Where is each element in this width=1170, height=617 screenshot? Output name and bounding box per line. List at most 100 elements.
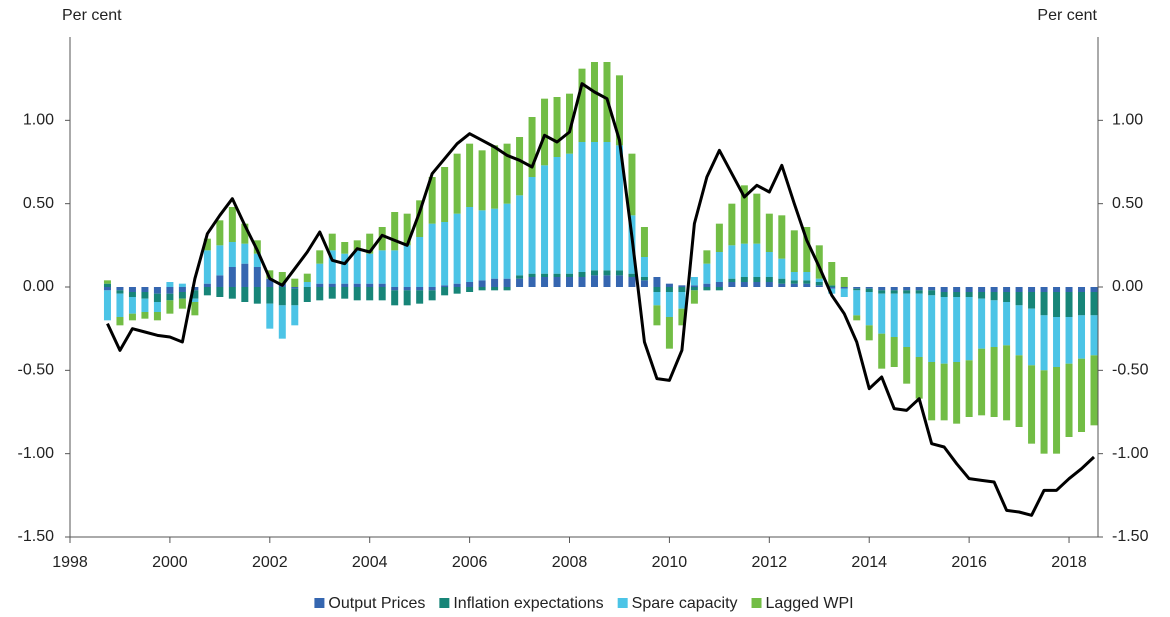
- bar-segment: [690, 277, 698, 286]
- bar-segment: [391, 212, 399, 251]
- bar-segment: [503, 278, 511, 287]
- bar-segment: [778, 215, 786, 259]
- bar-segment: [441, 287, 449, 296]
- bar-segment: [341, 253, 349, 284]
- bar-segment: [303, 282, 311, 287]
- bar-segment: [416, 287, 424, 291]
- bar-segment: [191, 298, 199, 302]
- x-tick-label: 2010: [652, 554, 688, 571]
- bar-segment: [553, 273, 561, 277]
- bar-segment: [665, 287, 673, 292]
- bar-segment: [278, 287, 286, 306]
- bar-segment: [328, 283, 336, 287]
- x-tick-label: 2012: [752, 554, 788, 571]
- bar-segment: [578, 68, 586, 142]
- bar-segment: [178, 287, 186, 292]
- bar-segment: [865, 288, 873, 292]
- y2-tick-label: 0.50: [1112, 195, 1143, 212]
- bar-segment: [303, 273, 311, 282]
- bar-segment: [166, 293, 174, 301]
- bar-segment: [216, 275, 224, 287]
- bar-segment: [178, 298, 186, 309]
- bar-segment: [753, 193, 761, 244]
- bar-segment: [1090, 315, 1098, 356]
- bar-segment: [378, 227, 386, 251]
- bar-segment: [253, 253, 261, 267]
- bar-segment: [1003, 302, 1011, 346]
- bar-segment: [828, 288, 836, 294]
- bar-segment: [228, 267, 236, 287]
- bar-segment: [740, 277, 748, 282]
- bar-segment: [890, 287, 898, 291]
- bar-segment: [678, 285, 686, 287]
- bar-segment: [865, 292, 873, 326]
- bar-segment: [640, 227, 648, 257]
- bar-segment: [566, 277, 574, 287]
- bar-segment: [516, 195, 524, 276]
- bar-segment: [541, 165, 549, 274]
- bar-segment: [615, 75, 623, 146]
- bar-segment: [953, 362, 961, 424]
- bar-segment: [753, 282, 761, 287]
- bar-segment: [441, 285, 449, 287]
- bar-segment: [915, 290, 923, 294]
- bar-segment: [203, 250, 211, 284]
- bar-segment: [378, 283, 386, 287]
- x-tick-label: 2018: [1051, 554, 1087, 571]
- bar-segment: [615, 275, 623, 287]
- bar-segment: [428, 223, 436, 287]
- bar-segment: [566, 273, 574, 277]
- bar-segment: [890, 293, 898, 337]
- bar-segment: [1078, 358, 1086, 432]
- bar-segment: [1040, 370, 1048, 454]
- bar-segment: [990, 292, 998, 301]
- bar-segment: [116, 293, 124, 317]
- bar-segment: [466, 143, 474, 207]
- x-tick-label: 2014: [851, 554, 887, 571]
- bar-segment: [491, 208, 499, 279]
- bar-segment: [1053, 287, 1061, 292]
- bar-segment: [216, 220, 224, 246]
- bar-segment: [116, 290, 124, 294]
- bar-segment: [428, 287, 436, 291]
- bar-segment: [566, 93, 574, 154]
- bar-segment: [990, 347, 998, 417]
- bar-segment: [366, 287, 374, 301]
- bar-segment: [266, 303, 274, 329]
- bar-segment: [740, 243, 748, 277]
- bar-segment: [366, 233, 374, 254]
- y-axis-title: Per cent: [62, 7, 122, 24]
- bar-segment: [828, 262, 836, 286]
- bar-segment: [965, 297, 973, 361]
- line-series: [106, 82, 1096, 517]
- x-tick-label: 2006: [452, 554, 488, 571]
- bar-segment: [341, 283, 349, 287]
- bar-segment: [840, 287, 848, 289]
- bar-segment: [840, 288, 848, 297]
- bar-segment: [353, 287, 361, 301]
- bar-segment: [890, 290, 898, 294]
- bar-segment: [1003, 292, 1011, 302]
- bar-segment: [428, 290, 436, 301]
- bar-segment: [978, 348, 986, 416]
- bar-segment: [503, 143, 511, 204]
- bar-segment: [790, 283, 798, 287]
- y-tick-label: 0.50: [23, 195, 54, 212]
- bar-segment: [391, 287, 399, 291]
- bar-segment: [291, 288, 299, 306]
- bar-segment: [865, 325, 873, 341]
- bar-segment: [453, 153, 461, 214]
- bar-segment: [903, 290, 911, 294]
- bar-segment: [353, 283, 361, 287]
- bar-segment: [703, 283, 711, 287]
- bar-segment: [953, 297, 961, 362]
- bar-segment: [653, 305, 661, 326]
- bar-segment: [803, 272, 811, 281]
- bar-segment: [528, 177, 536, 274]
- bar-segment: [103, 283, 111, 287]
- bar-segment: [878, 290, 886, 294]
- bar-segment: [815, 278, 823, 282]
- bar-segment: [853, 290, 861, 316]
- bar-segment: [690, 290, 698, 304]
- legend-swatch: [617, 598, 628, 608]
